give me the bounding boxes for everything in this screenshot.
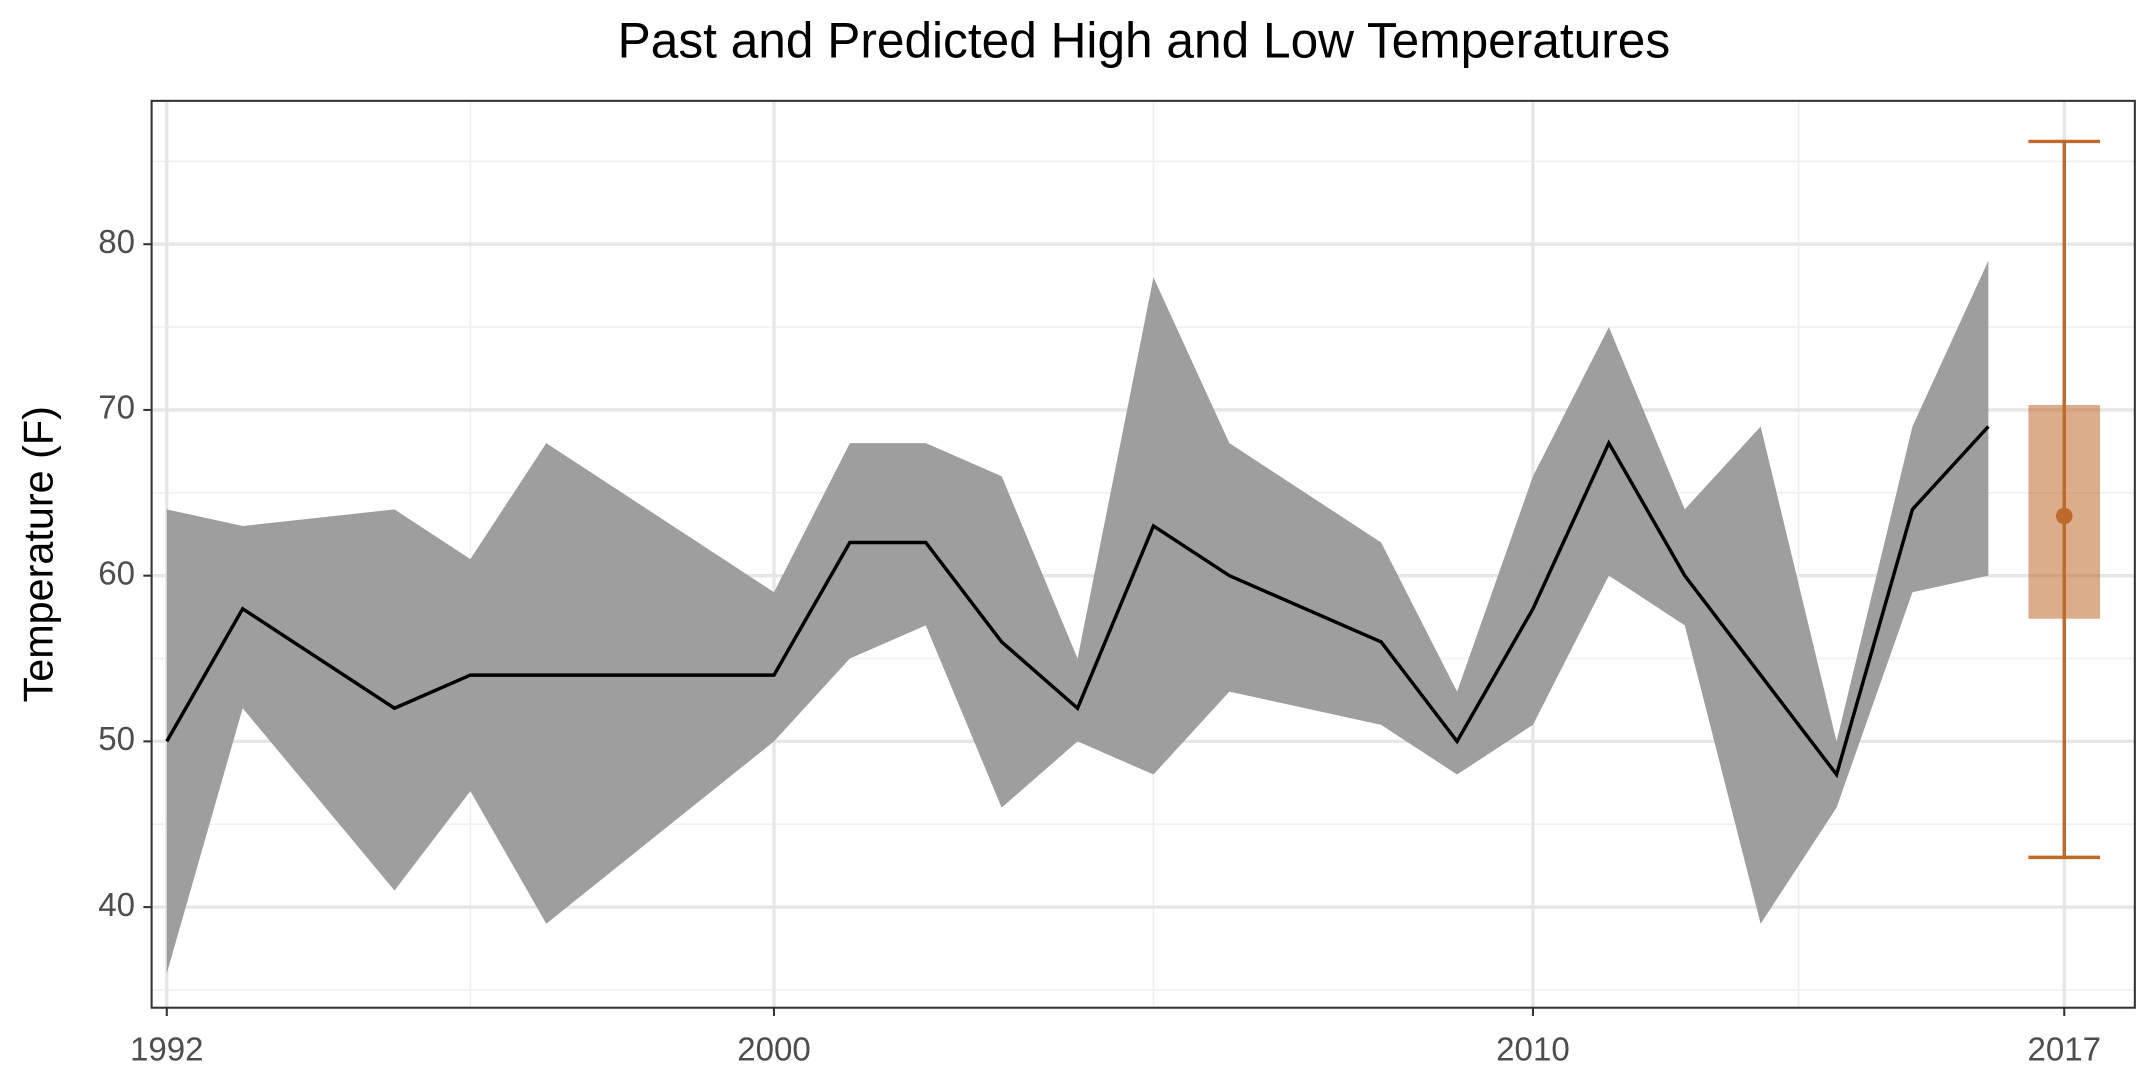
x-tick-label: 2017 (2027, 1032, 2101, 1069)
plot-border (150, 99, 2136, 1009)
x-tick-label: 2000 (737, 1032, 811, 1069)
y-tick-label: 50 (98, 721, 135, 758)
x-tick-label: 2010 (1496, 1032, 1570, 1069)
y-tick-label: 60 (98, 555, 135, 592)
y-axis-title: Temperature (F) (15, 406, 61, 702)
x-tick-label: 1992 (130, 1032, 204, 1069)
y-tick-label: 40 (98, 887, 135, 924)
prediction-point (2055, 507, 2073, 525)
mean-line (165, 425, 1990, 779)
chart-title: Past and Predicted High and Low Temperat… (618, 12, 1671, 68)
y-tick-label: 80 (98, 224, 135, 261)
y-tick-label: 70 (98, 390, 135, 427)
range-band (166, 260, 1989, 974)
